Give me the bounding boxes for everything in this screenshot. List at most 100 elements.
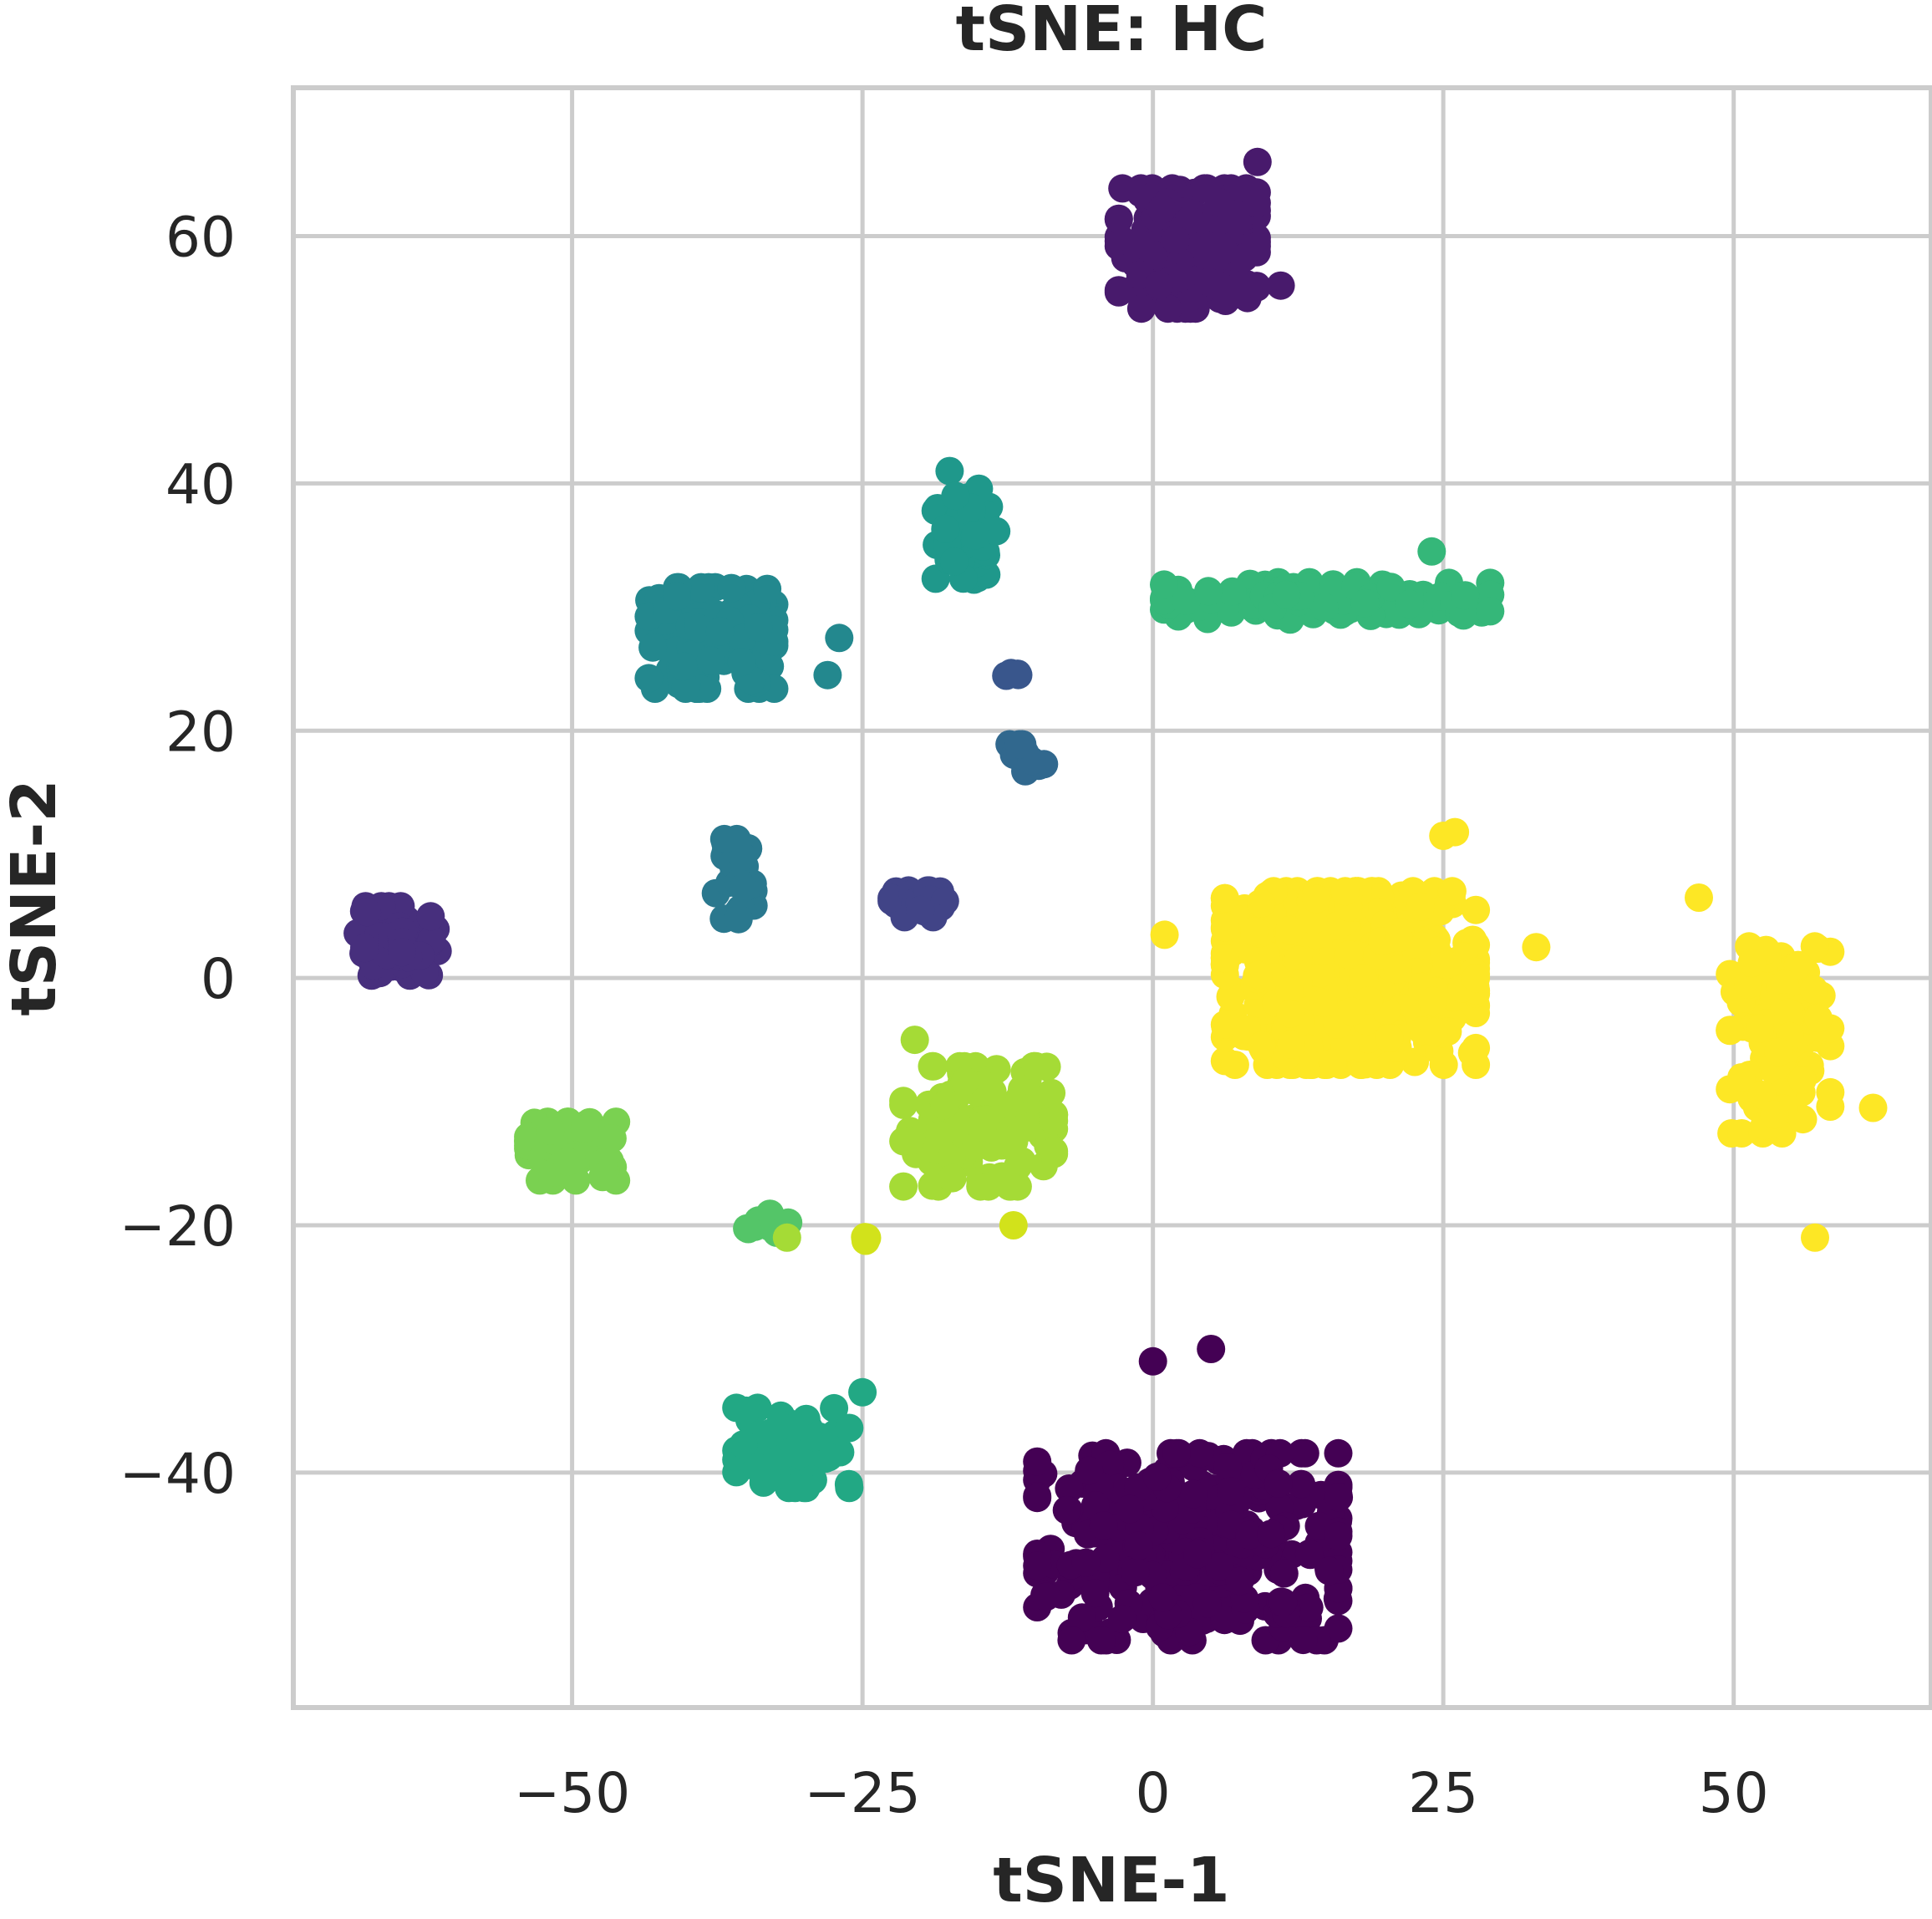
scatter-point bbox=[1395, 589, 1424, 618]
scatter-point bbox=[1418, 986, 1447, 1015]
scatter-point bbox=[825, 624, 854, 653]
scatter-point bbox=[727, 648, 756, 677]
scatter-point bbox=[1153, 294, 1182, 323]
scatter-point bbox=[925, 1121, 954, 1150]
scatter-point bbox=[671, 674, 700, 703]
scatter-point bbox=[1269, 1587, 1298, 1616]
scatter-point bbox=[1192, 1589, 1222, 1618]
scatter-point bbox=[900, 1026, 929, 1055]
scatter-point bbox=[733, 1214, 762, 1243]
scatter-point bbox=[353, 898, 382, 927]
scatter-point bbox=[851, 1226, 880, 1255]
scatter-point bbox=[895, 1127, 924, 1156]
scatter-point bbox=[1150, 920, 1179, 949]
scatter-point bbox=[1071, 1548, 1101, 1577]
scatter-point bbox=[1685, 883, 1713, 912]
scatter-point bbox=[1432, 950, 1461, 980]
y-tick-label: −40 bbox=[119, 1442, 236, 1506]
scatter-point bbox=[1247, 1031, 1276, 1060]
scatter-point bbox=[1287, 1469, 1316, 1499]
scatter-point bbox=[1770, 970, 1799, 999]
y-tick-labels: −40 −20 0 20 40 60 bbox=[119, 206, 236, 1506]
scatter-point bbox=[1057, 1626, 1086, 1655]
scatter-point bbox=[1040, 1137, 1069, 1166]
scatter-point bbox=[416, 902, 445, 931]
scatter-point bbox=[1476, 597, 1505, 626]
scatter-point bbox=[1746, 1014, 1775, 1043]
scatter-point bbox=[1126, 294, 1156, 323]
scatter-point bbox=[1052, 1495, 1081, 1525]
scatter-points bbox=[343, 147, 1888, 1655]
scatter-point bbox=[1324, 1438, 1353, 1468]
scatter-point bbox=[918, 1051, 947, 1081]
chart-title: tSNE: HC bbox=[956, 0, 1268, 65]
scatter-point bbox=[388, 938, 416, 967]
scatter-point bbox=[1213, 1453, 1243, 1481]
y-tick-label: 0 bbox=[201, 947, 236, 1011]
scatter-point bbox=[1004, 730, 1034, 759]
scatter-point bbox=[1257, 1519, 1286, 1549]
scatter-point bbox=[931, 514, 960, 543]
scatter-point bbox=[1457, 1038, 1487, 1067]
x-tick-label: −50 bbox=[514, 1761, 630, 1825]
scatter-point bbox=[1004, 660, 1033, 690]
scatter-point bbox=[1162, 1438, 1191, 1468]
scatter-point bbox=[1272, 580, 1301, 609]
scatter-point bbox=[1302, 884, 1330, 914]
scatter-point bbox=[1716, 1016, 1745, 1046]
scatter-point bbox=[1269, 1559, 1299, 1588]
scatter-point bbox=[1290, 1438, 1319, 1468]
x-tick-label: −25 bbox=[804, 1761, 920, 1825]
scatter-point bbox=[1330, 877, 1360, 906]
scatter-point bbox=[968, 1112, 997, 1142]
scatter-point bbox=[1437, 877, 1467, 906]
scatter-point bbox=[938, 1143, 966, 1172]
scatter-point bbox=[1142, 1462, 1172, 1491]
scatter-point bbox=[1309, 593, 1339, 622]
scatter-point bbox=[1116, 1494, 1144, 1524]
scatter-point bbox=[1161, 226, 1190, 254]
scatter-point bbox=[1764, 1037, 1793, 1066]
scatter-point bbox=[1324, 1521, 1353, 1550]
scatter-point bbox=[696, 646, 725, 675]
scatter-point bbox=[1429, 1051, 1458, 1079]
scatter-point bbox=[570, 1114, 599, 1143]
scatter-point bbox=[638, 633, 668, 662]
scatter-point bbox=[1462, 964, 1491, 993]
scatter-point bbox=[1350, 588, 1380, 618]
scatter-point bbox=[813, 660, 842, 690]
scatter-point bbox=[1210, 913, 1239, 942]
scatter-point bbox=[820, 1393, 849, 1423]
scatter-point bbox=[1229, 243, 1258, 272]
scatter-point bbox=[835, 1413, 864, 1443]
scatter-point bbox=[1858, 1093, 1888, 1122]
scatter-point bbox=[1210, 1010, 1239, 1039]
scatter-point bbox=[1420, 1017, 1448, 1046]
scatter-point bbox=[1216, 982, 1245, 1011]
scatter-point bbox=[1108, 174, 1137, 203]
scatter-point bbox=[350, 934, 379, 963]
scatter-point bbox=[1239, 917, 1269, 946]
scatter-point bbox=[1522, 933, 1551, 962]
scatter-point bbox=[1235, 1520, 1264, 1550]
y-tick-label: 40 bbox=[165, 452, 236, 517]
plot-frame bbox=[291, 85, 1932, 1710]
scatter-point bbox=[889, 1090, 918, 1119]
scatter-point bbox=[1803, 1004, 1833, 1033]
scatter-point bbox=[834, 1469, 863, 1499]
scatter-point bbox=[1774, 998, 1803, 1027]
scatter-point bbox=[729, 1430, 758, 1459]
scatter-point bbox=[1126, 230, 1156, 259]
scatter-point bbox=[1023, 1484, 1052, 1513]
scatter-point bbox=[1217, 199, 1246, 228]
scatter-point bbox=[1406, 892, 1435, 921]
scatter-point bbox=[709, 824, 739, 853]
scatter-point bbox=[1337, 997, 1366, 1026]
scatter-point bbox=[982, 517, 1011, 546]
scatter-point bbox=[1183, 1540, 1212, 1569]
scatter-point bbox=[1247, 888, 1276, 918]
scatter-point bbox=[1335, 940, 1364, 970]
scatter-point bbox=[1080, 1579, 1110, 1608]
scatter-point bbox=[1349, 964, 1378, 993]
